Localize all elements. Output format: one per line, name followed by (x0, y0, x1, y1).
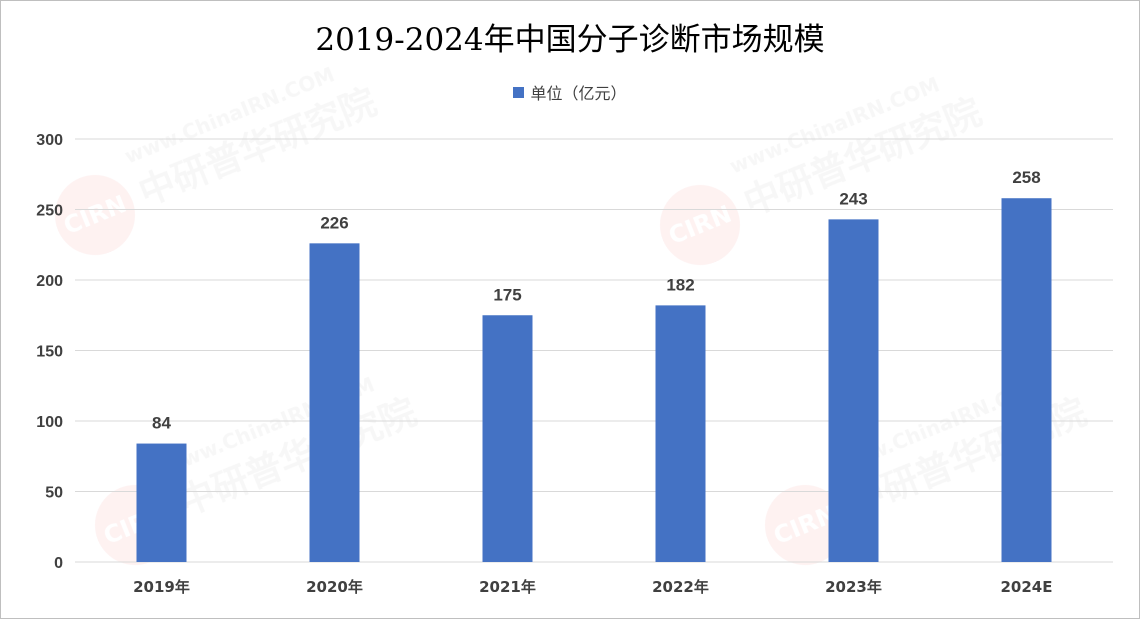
y-tick-label: 150 (36, 344, 63, 361)
y-tick-label: 200 (36, 273, 63, 290)
x-tick-label: 2024E (1001, 578, 1053, 596)
x-tick-label: 2020年 (306, 578, 363, 596)
y-tick-label: 300 (36, 132, 63, 149)
data-label: 175 (493, 285, 521, 304)
legend: 单位（亿元） (0, 80, 1140, 104)
x-tick-label: 2022年 (652, 578, 709, 596)
y-tick-label: 100 (36, 414, 63, 431)
data-labels: 84 226 175 182 243 258 (152, 168, 1041, 432)
bar-2019年 (136, 443, 187, 562)
legend-label: 单位（亿元） (530, 84, 627, 103)
bar-2024E (1001, 198, 1052, 562)
y-tick-label: 0 (54, 555, 63, 572)
watermark-layer: CIRN 中研普华研究院 www.ChinaIRN.COM CIRN 中研普华研… (54, 62, 1092, 565)
y-tick-label: 250 (36, 203, 63, 220)
x-tick-label: 2019年 (133, 578, 190, 596)
legend-swatch (513, 86, 525, 98)
y-tick-label: 50 (45, 485, 63, 502)
bar-2021年 (482, 315, 533, 562)
bar-2023年 (828, 219, 879, 562)
data-label: 243 (839, 189, 867, 208)
data-label: 182 (666, 275, 694, 294)
data-label: 84 (152, 414, 171, 433)
gridlines (75, 138, 1113, 563)
x-tick-label: 2023年 (825, 578, 882, 596)
data-label: 258 (1012, 168, 1040, 187)
chart-title: 2019-2024年中国分子诊断市场规模 (315, 22, 825, 58)
bar-2020年 (309, 243, 360, 562)
bars (136, 198, 1052, 562)
y-axis: 0 50 100 150 200 250 300 (36, 132, 63, 572)
data-label: 226 (320, 213, 348, 232)
x-tick-label: 2021年 (479, 578, 536, 596)
x-axis: 2019年 2020年 2021年 2022年 2023年 2024E (133, 578, 1052, 596)
bar-2022年 (655, 305, 706, 562)
